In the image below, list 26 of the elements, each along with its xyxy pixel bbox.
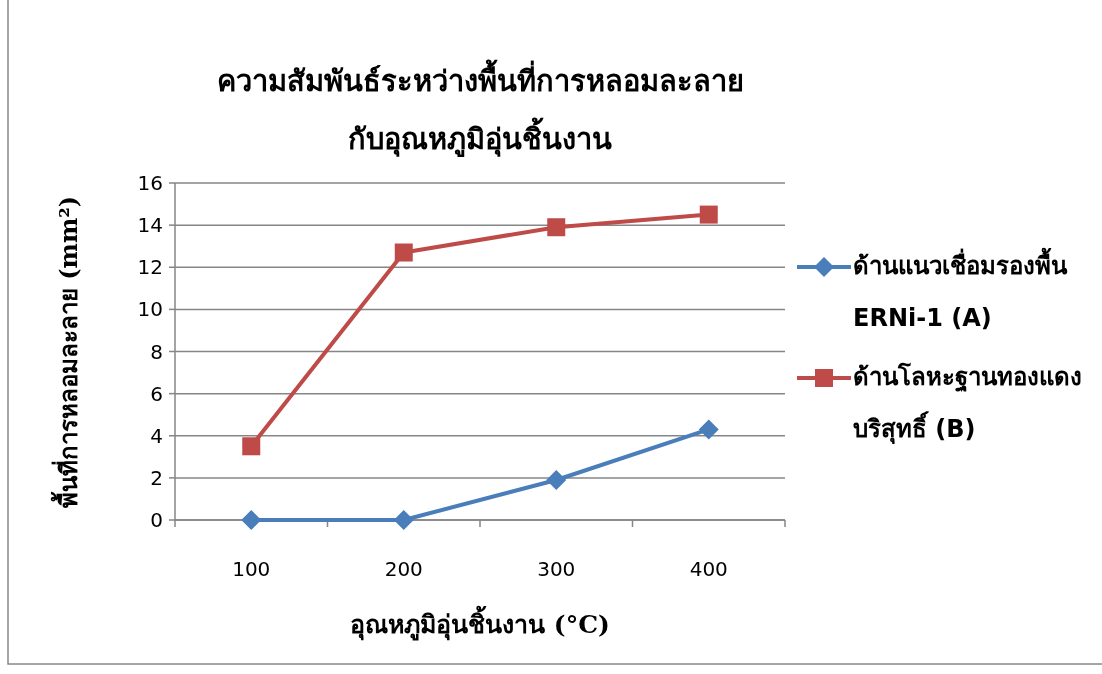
x-tick-label: 300 bbox=[537, 557, 576, 581]
y-tick-label: 0 bbox=[150, 508, 163, 532]
point bbox=[698, 419, 719, 440]
y-tick-label: 16 bbox=[137, 171, 163, 195]
x-tick-label: 100 bbox=[232, 557, 271, 581]
y-tick-label: 8 bbox=[150, 339, 163, 364]
y-axis-title: พื้นที่การหลอมละลาย (mm²) bbox=[50, 194, 84, 511]
x-tick-label: 200 bbox=[384, 557, 423, 581]
y-tick-label: 10 bbox=[137, 297, 163, 322]
y-tick-label: 4 bbox=[150, 423, 163, 448]
y-tick-label: 12 bbox=[137, 255, 163, 280]
x-axis-title: อุณหภูมิอุ่นชิ้นงาน (°C) bbox=[349, 604, 611, 643]
point bbox=[241, 510, 262, 530]
point bbox=[699, 205, 718, 224]
point bbox=[546, 469, 567, 490]
point bbox=[393, 510, 414, 530]
x-tick-label: 400 bbox=[689, 557, 728, 581]
y-tick-label: 6 bbox=[150, 381, 163, 406]
legend-label: ด้านแนวเชื่อมรองพื้น ERNi-1 (A) bbox=[853, 246, 1069, 334]
y-tick-label: 14 bbox=[137, 213, 163, 238]
chart-title: ความสัมพันธ์ระหว่างพื้นที่การหลอมละลายกับอุณหภูมิอุ่นชิ้นงาน bbox=[215, 58, 745, 159]
point bbox=[394, 243, 413, 262]
legend-label: ด้านโลหะฐานทองแดงบริสุทธิ์ (B) bbox=[853, 361, 1083, 446]
point bbox=[242, 437, 261, 456]
point bbox=[547, 218, 566, 237]
y-tick-label: 2 bbox=[150, 465, 163, 490]
